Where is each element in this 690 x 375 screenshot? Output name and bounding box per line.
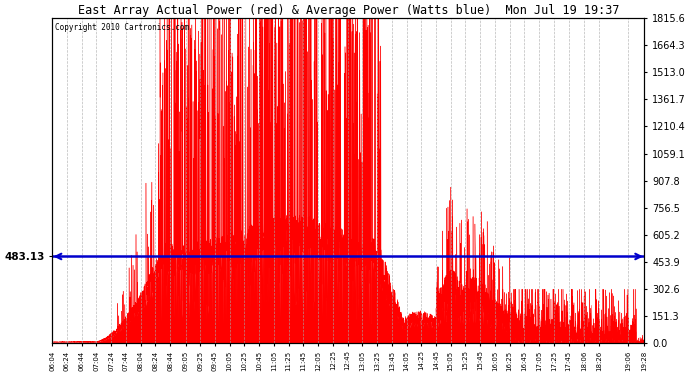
Text: Copyright 2010 Cartronics.com: Copyright 2010 Cartronics.com (55, 23, 189, 32)
Title: East Array Actual Power (red) & Average Power (Watts blue)  Mon Jul 19 19:37: East Array Actual Power (red) & Average … (77, 4, 619, 17)
